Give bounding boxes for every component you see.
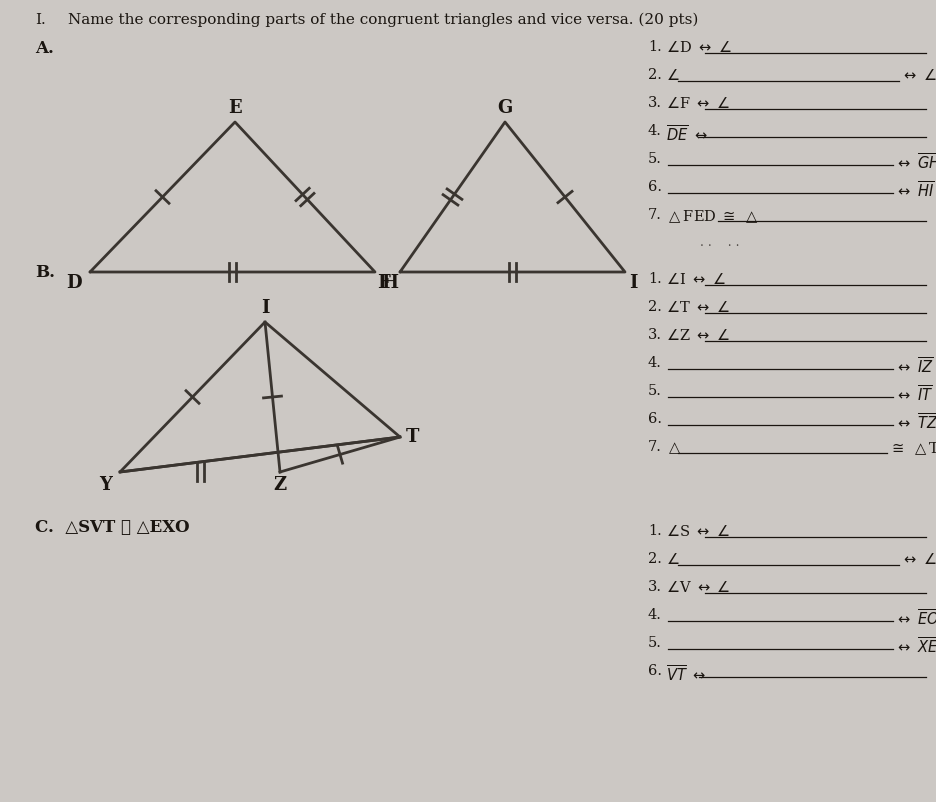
Text: D: D	[66, 274, 81, 292]
Text: Name the corresponding parts of the congruent triangles and vice versa. (20 pts): Name the corresponding parts of the cong…	[68, 13, 698, 27]
Text: $\angle$V $\leftrightarrow$ $\angle$: $\angle$V $\leftrightarrow$ $\angle$	[666, 580, 730, 595]
Text: $\angle$S $\leftrightarrow$ $\angle$: $\angle$S $\leftrightarrow$ $\angle$	[666, 524, 730, 539]
Text: 7.: 7.	[648, 440, 662, 454]
Text: 3.: 3.	[648, 96, 662, 110]
Text: $\cong$ $\triangle$TYZ: $\cong$ $\triangle$TYZ	[889, 440, 936, 456]
Text: $\angle$F $\leftrightarrow$ $\angle$: $\angle$F $\leftrightarrow$ $\angle$	[666, 96, 730, 111]
Text: 5.: 5.	[648, 384, 662, 398]
Text: $\leftrightarrow$ $\overline{XE}$: $\leftrightarrow$ $\overline{XE}$	[895, 636, 936, 656]
Text: 4.: 4.	[648, 608, 662, 622]
Text: $\angle$I $\leftrightarrow$ $\angle$: $\angle$I $\leftrightarrow$ $\angle$	[666, 272, 725, 287]
Text: E: E	[228, 99, 241, 117]
Text: $\leftrightarrow$ $\overline{EO}$: $\leftrightarrow$ $\overline{EO}$	[895, 608, 936, 628]
Text: C.  △SVT ≅ △EXO: C. △SVT ≅ △EXO	[35, 519, 190, 536]
Text: $\leftrightarrow$ $\overline{GH}$: $\leftrightarrow$ $\overline{GH}$	[895, 152, 936, 172]
Text: $\leftrightarrow$ $\overline{IZ}$: $\leftrightarrow$ $\overline{IZ}$	[895, 356, 934, 376]
Text: 1.: 1.	[648, 40, 662, 54]
Text: 2.: 2.	[648, 552, 662, 566]
Text: Y: Y	[99, 476, 112, 494]
Text: 3.: 3.	[648, 580, 662, 594]
Text: 5.: 5.	[648, 152, 662, 166]
Text: A.: A.	[35, 40, 54, 57]
Text: 4.: 4.	[648, 356, 662, 370]
Text: I: I	[261, 299, 270, 317]
Text: H: H	[381, 274, 398, 292]
Text: I: I	[629, 274, 637, 292]
Text: 3.: 3.	[648, 328, 662, 342]
Text: 2.: 2.	[648, 68, 662, 82]
Text: I.: I.	[35, 13, 46, 27]
Text: Z: Z	[273, 476, 286, 494]
Text: $\overline{VT}$ $\leftrightarrow$: $\overline{VT}$ $\leftrightarrow$	[666, 664, 706, 684]
Text: G: G	[497, 99, 513, 117]
Text: 1.: 1.	[648, 524, 662, 538]
Text: $\angle$: $\angle$	[666, 68, 680, 83]
Text: 1.: 1.	[648, 272, 662, 286]
Text: $\leftrightarrow$ $\overline{HI}$: $\leftrightarrow$ $\overline{HI}$	[895, 180, 935, 200]
Text: . .    . .: . . . .	[700, 236, 739, 249]
Text: 6.: 6.	[648, 412, 662, 426]
Text: $\angle$T $\leftrightarrow$ $\angle$: $\angle$T $\leftrightarrow$ $\angle$	[666, 300, 729, 315]
Text: 7.: 7.	[648, 208, 662, 222]
Text: $\leftrightarrow$ $\overline{IT}$: $\leftrightarrow$ $\overline{IT}$	[895, 384, 934, 404]
Text: B.: B.	[35, 264, 55, 281]
Text: $\triangle$FED $\cong$ $\triangle$: $\triangle$FED $\cong$ $\triangle$	[666, 208, 759, 225]
Text: $\angle$D $\leftrightarrow$ $\angle$: $\angle$D $\leftrightarrow$ $\angle$	[666, 40, 732, 55]
Text: $\angle$: $\angle$	[666, 552, 680, 567]
Text: $\leftrightarrow$ $\angle$G: $\leftrightarrow$ $\angle$G	[901, 68, 936, 83]
Text: $\leftrightarrow$ $\angle$O: $\leftrightarrow$ $\angle$O	[901, 552, 936, 567]
Text: 6.: 6.	[648, 180, 662, 194]
Text: 2.: 2.	[648, 300, 662, 314]
Text: $\leftrightarrow$ $\overline{TZ}$: $\leftrightarrow$ $\overline{TZ}$	[895, 412, 936, 432]
Text: 6.: 6.	[648, 664, 662, 678]
Text: T: T	[406, 428, 419, 446]
Text: 5.: 5.	[648, 636, 662, 650]
Text: $\angle$Z $\leftrightarrow$ $\angle$: $\angle$Z $\leftrightarrow$ $\angle$	[666, 328, 730, 343]
Text: F: F	[377, 274, 390, 292]
Text: $\triangle$: $\triangle$	[666, 440, 682, 456]
Text: 4.: 4.	[648, 124, 662, 138]
Text: $\overline{DE}$ $\leftrightarrow$: $\overline{DE}$ $\leftrightarrow$	[666, 124, 708, 144]
